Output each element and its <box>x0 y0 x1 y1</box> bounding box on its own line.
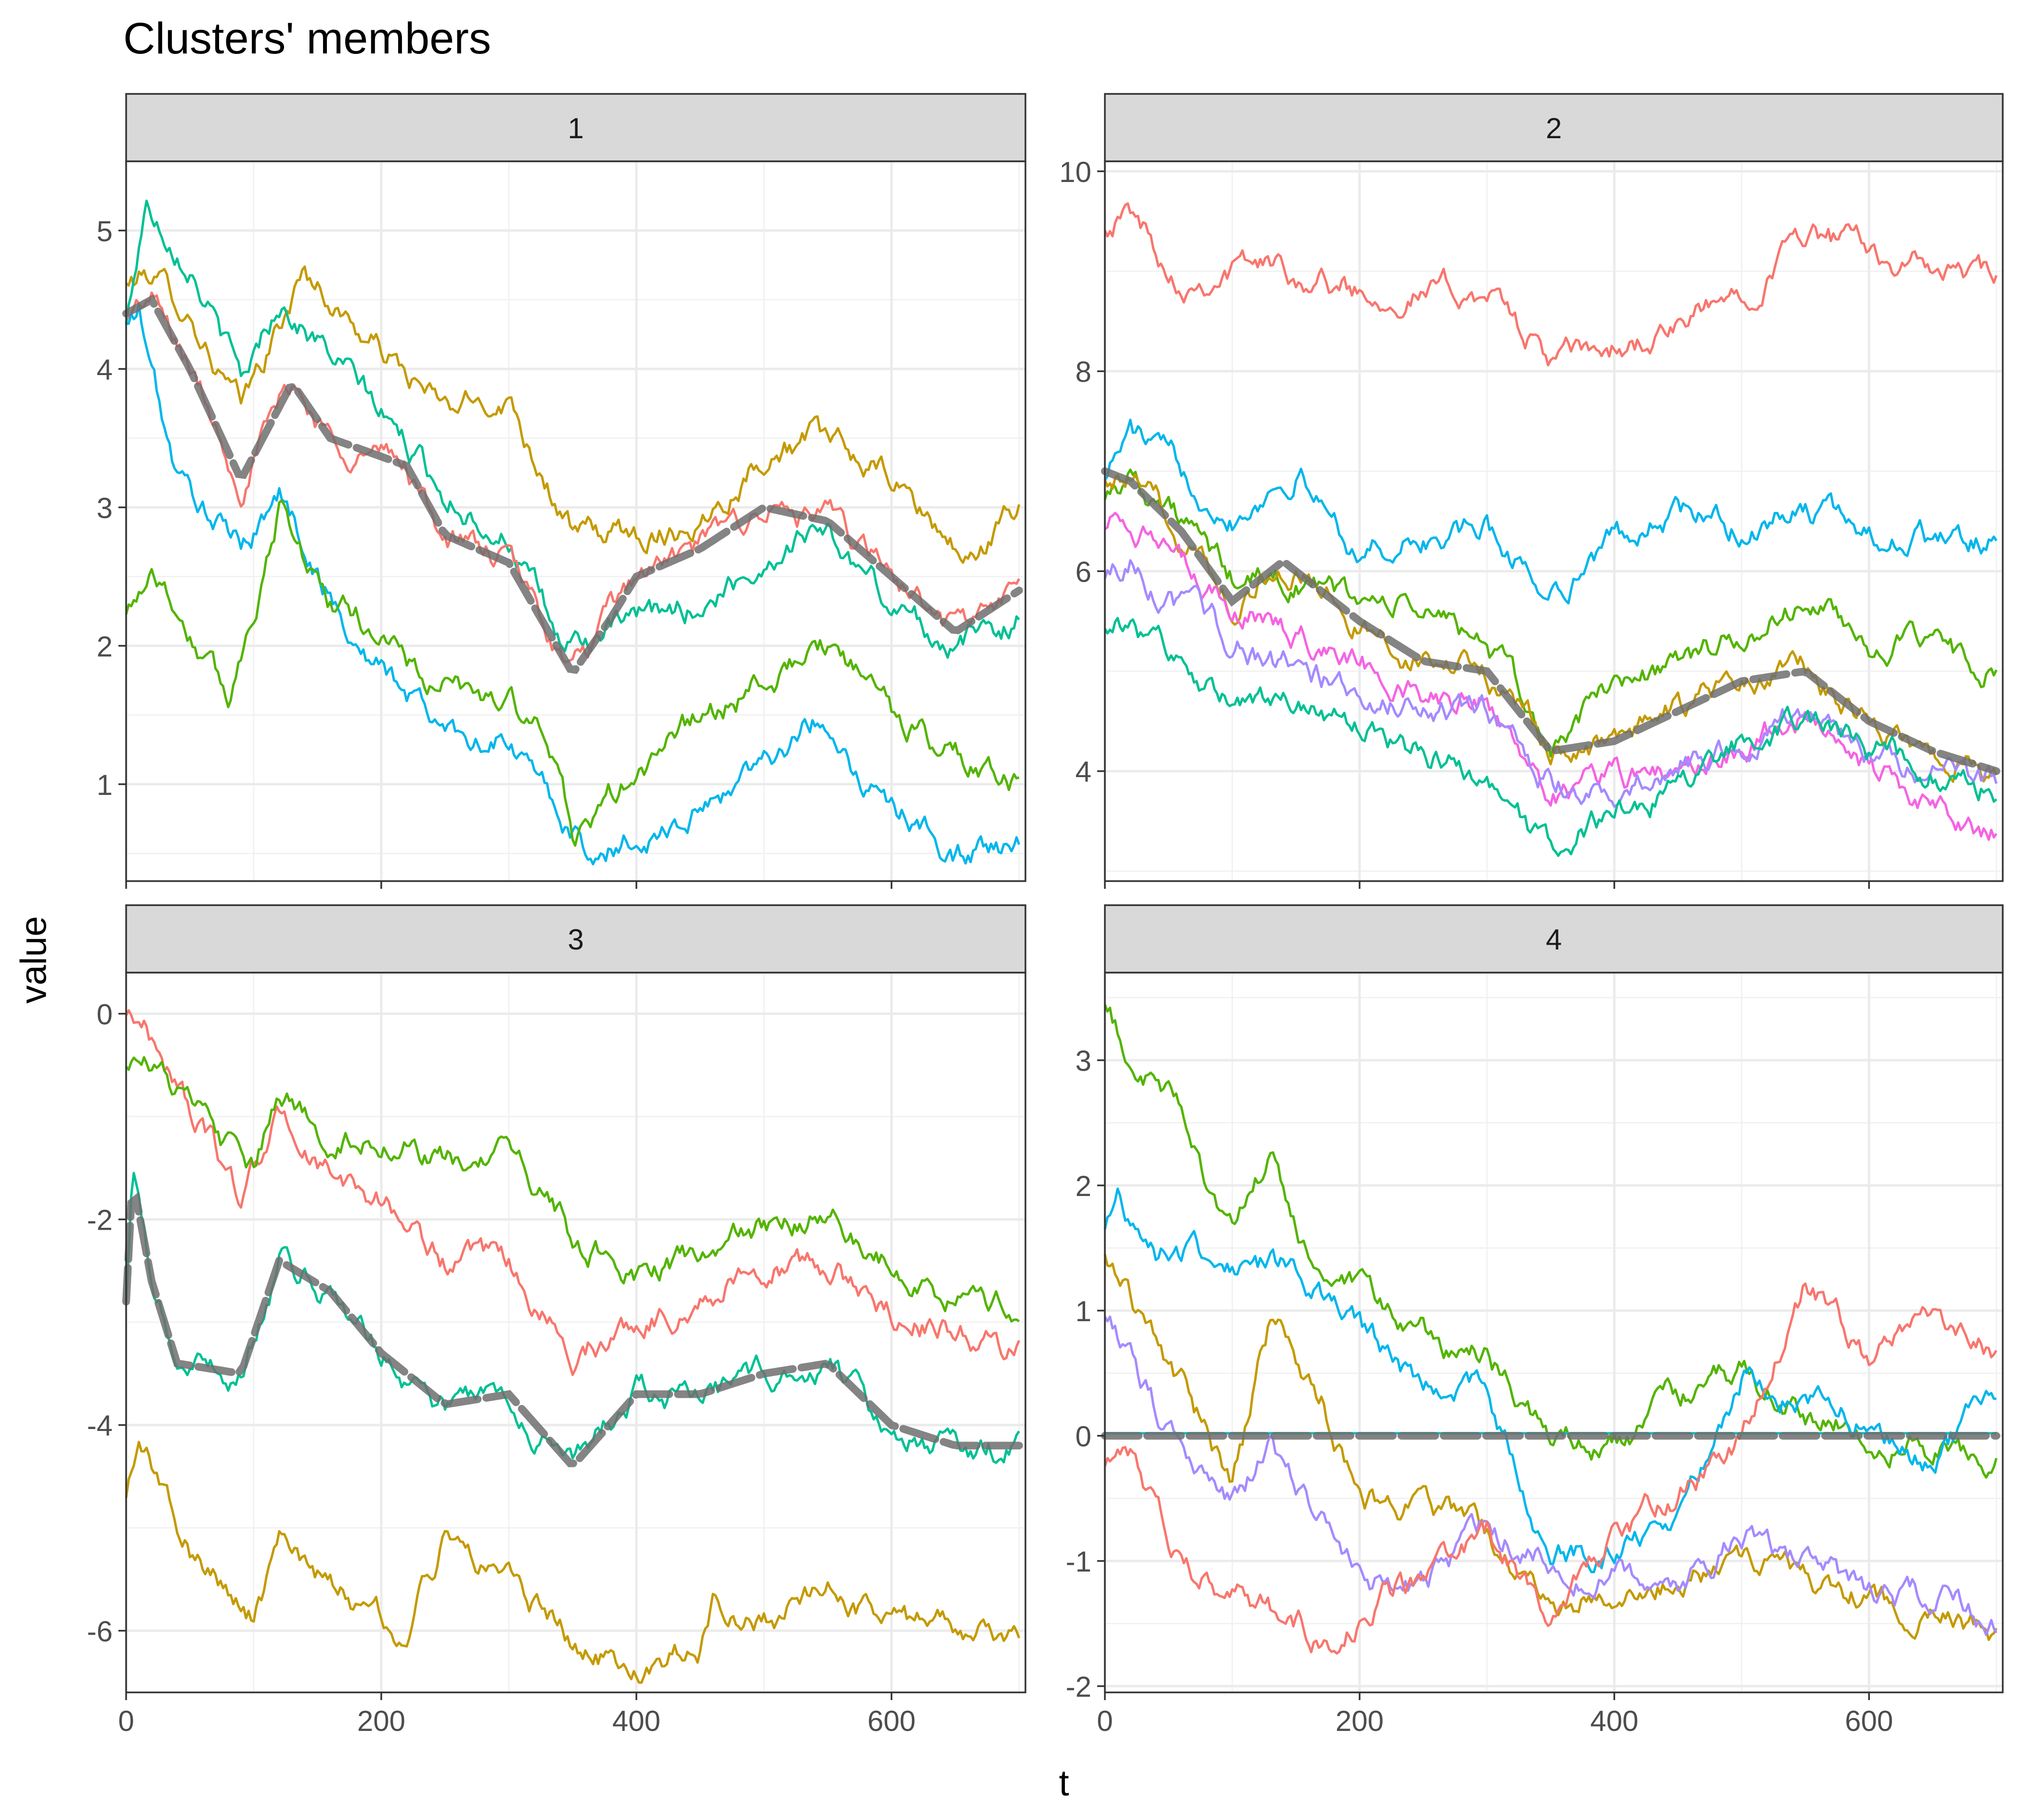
y-tick-label: 0 <box>1076 1420 1091 1453</box>
facet-label: 2 <box>1546 112 1562 144</box>
series-line <box>1103 202 1998 366</box>
series-line <box>1103 1004 1998 1479</box>
facet-strip <box>1104 93 2004 162</box>
series-line <box>1103 473 1998 783</box>
facet-strip <box>1104 904 2004 974</box>
series-line <box>125 199 1020 659</box>
series-line <box>125 499 1020 847</box>
series-line <box>125 265 1021 564</box>
series-line <box>125 1441 1021 1684</box>
x-tick-label: 600 <box>1845 1705 1893 1737</box>
series-line <box>1103 1254 1998 1641</box>
facet-strip <box>125 904 1026 974</box>
y-tick-label: 3 <box>97 492 113 524</box>
y-tick-label: -2 <box>1066 1671 1091 1703</box>
series-line <box>126 303 1021 866</box>
facet-strip <box>125 93 1026 162</box>
facet-label: 3 <box>568 923 583 956</box>
series-line <box>1103 1315 1997 1637</box>
y-tick-label: 3 <box>1076 1045 1091 1077</box>
centroid-line <box>122 294 1023 674</box>
x-tick-label: 600 <box>868 1705 916 1737</box>
x-tick-label: 0 <box>1097 1705 1113 1737</box>
x-tick-label: 200 <box>1335 1705 1384 1737</box>
panel-2: 2 4 6 8 10 <box>1059 93 2004 889</box>
y-tick-label: 1 <box>97 769 113 801</box>
y-tick-label: 4 <box>97 353 113 386</box>
y-tick-label: 8 <box>1076 356 1091 388</box>
panel-1: 1 1 2 3 4 5 <box>97 93 1026 889</box>
y-tick-label: -1 <box>1066 1546 1091 1578</box>
y-tick-label: 1 <box>1076 1295 1091 1327</box>
series-line <box>1103 1282 1997 1655</box>
chart-title: Clusters' members <box>123 14 491 63</box>
centroid-line <box>122 1192 1023 1468</box>
series-line <box>1103 1187 1996 1573</box>
series-line <box>1103 418 1997 605</box>
series-line <box>1103 617 1997 857</box>
y-tick-label: 10 <box>1059 156 1091 188</box>
y-tick-label: -6 <box>87 1615 113 1648</box>
y-tick-label: -2 <box>87 1204 113 1236</box>
panel-4: 4 -2 -1 0 1 2 3 0 200 400 600 <box>1066 904 2004 1737</box>
y-tick-label: 6 <box>1076 556 1091 588</box>
y-tick-label: 5 <box>97 215 113 247</box>
y-tick-label: 0 <box>97 998 113 1030</box>
x-tick-label: 0 <box>118 1705 134 1737</box>
panel-3: 3 -6 -4 -2 0 0 200 400 600 <box>87 904 1026 1737</box>
facet-label: 4 <box>1546 923 1562 956</box>
series-line <box>1104 512 1997 841</box>
series-line <box>125 1056 1020 1323</box>
facet-label: 1 <box>568 112 583 144</box>
y-tick-label: -4 <box>87 1410 113 1442</box>
series-line <box>1103 468 1998 758</box>
x-tick-label: 200 <box>357 1705 405 1737</box>
y-tick-label: 2 <box>1076 1170 1091 1202</box>
x-axis-label: t <box>1059 1763 1069 1804</box>
centroid-line <box>1101 467 2000 775</box>
x-tick-label: 400 <box>1590 1705 1638 1737</box>
series-line <box>1103 559 1998 808</box>
x-tick-label: 400 <box>612 1705 661 1737</box>
series-line <box>125 1009 1021 1376</box>
y-tick-label: 2 <box>97 630 113 663</box>
y-tick-label: 4 <box>1076 756 1091 788</box>
